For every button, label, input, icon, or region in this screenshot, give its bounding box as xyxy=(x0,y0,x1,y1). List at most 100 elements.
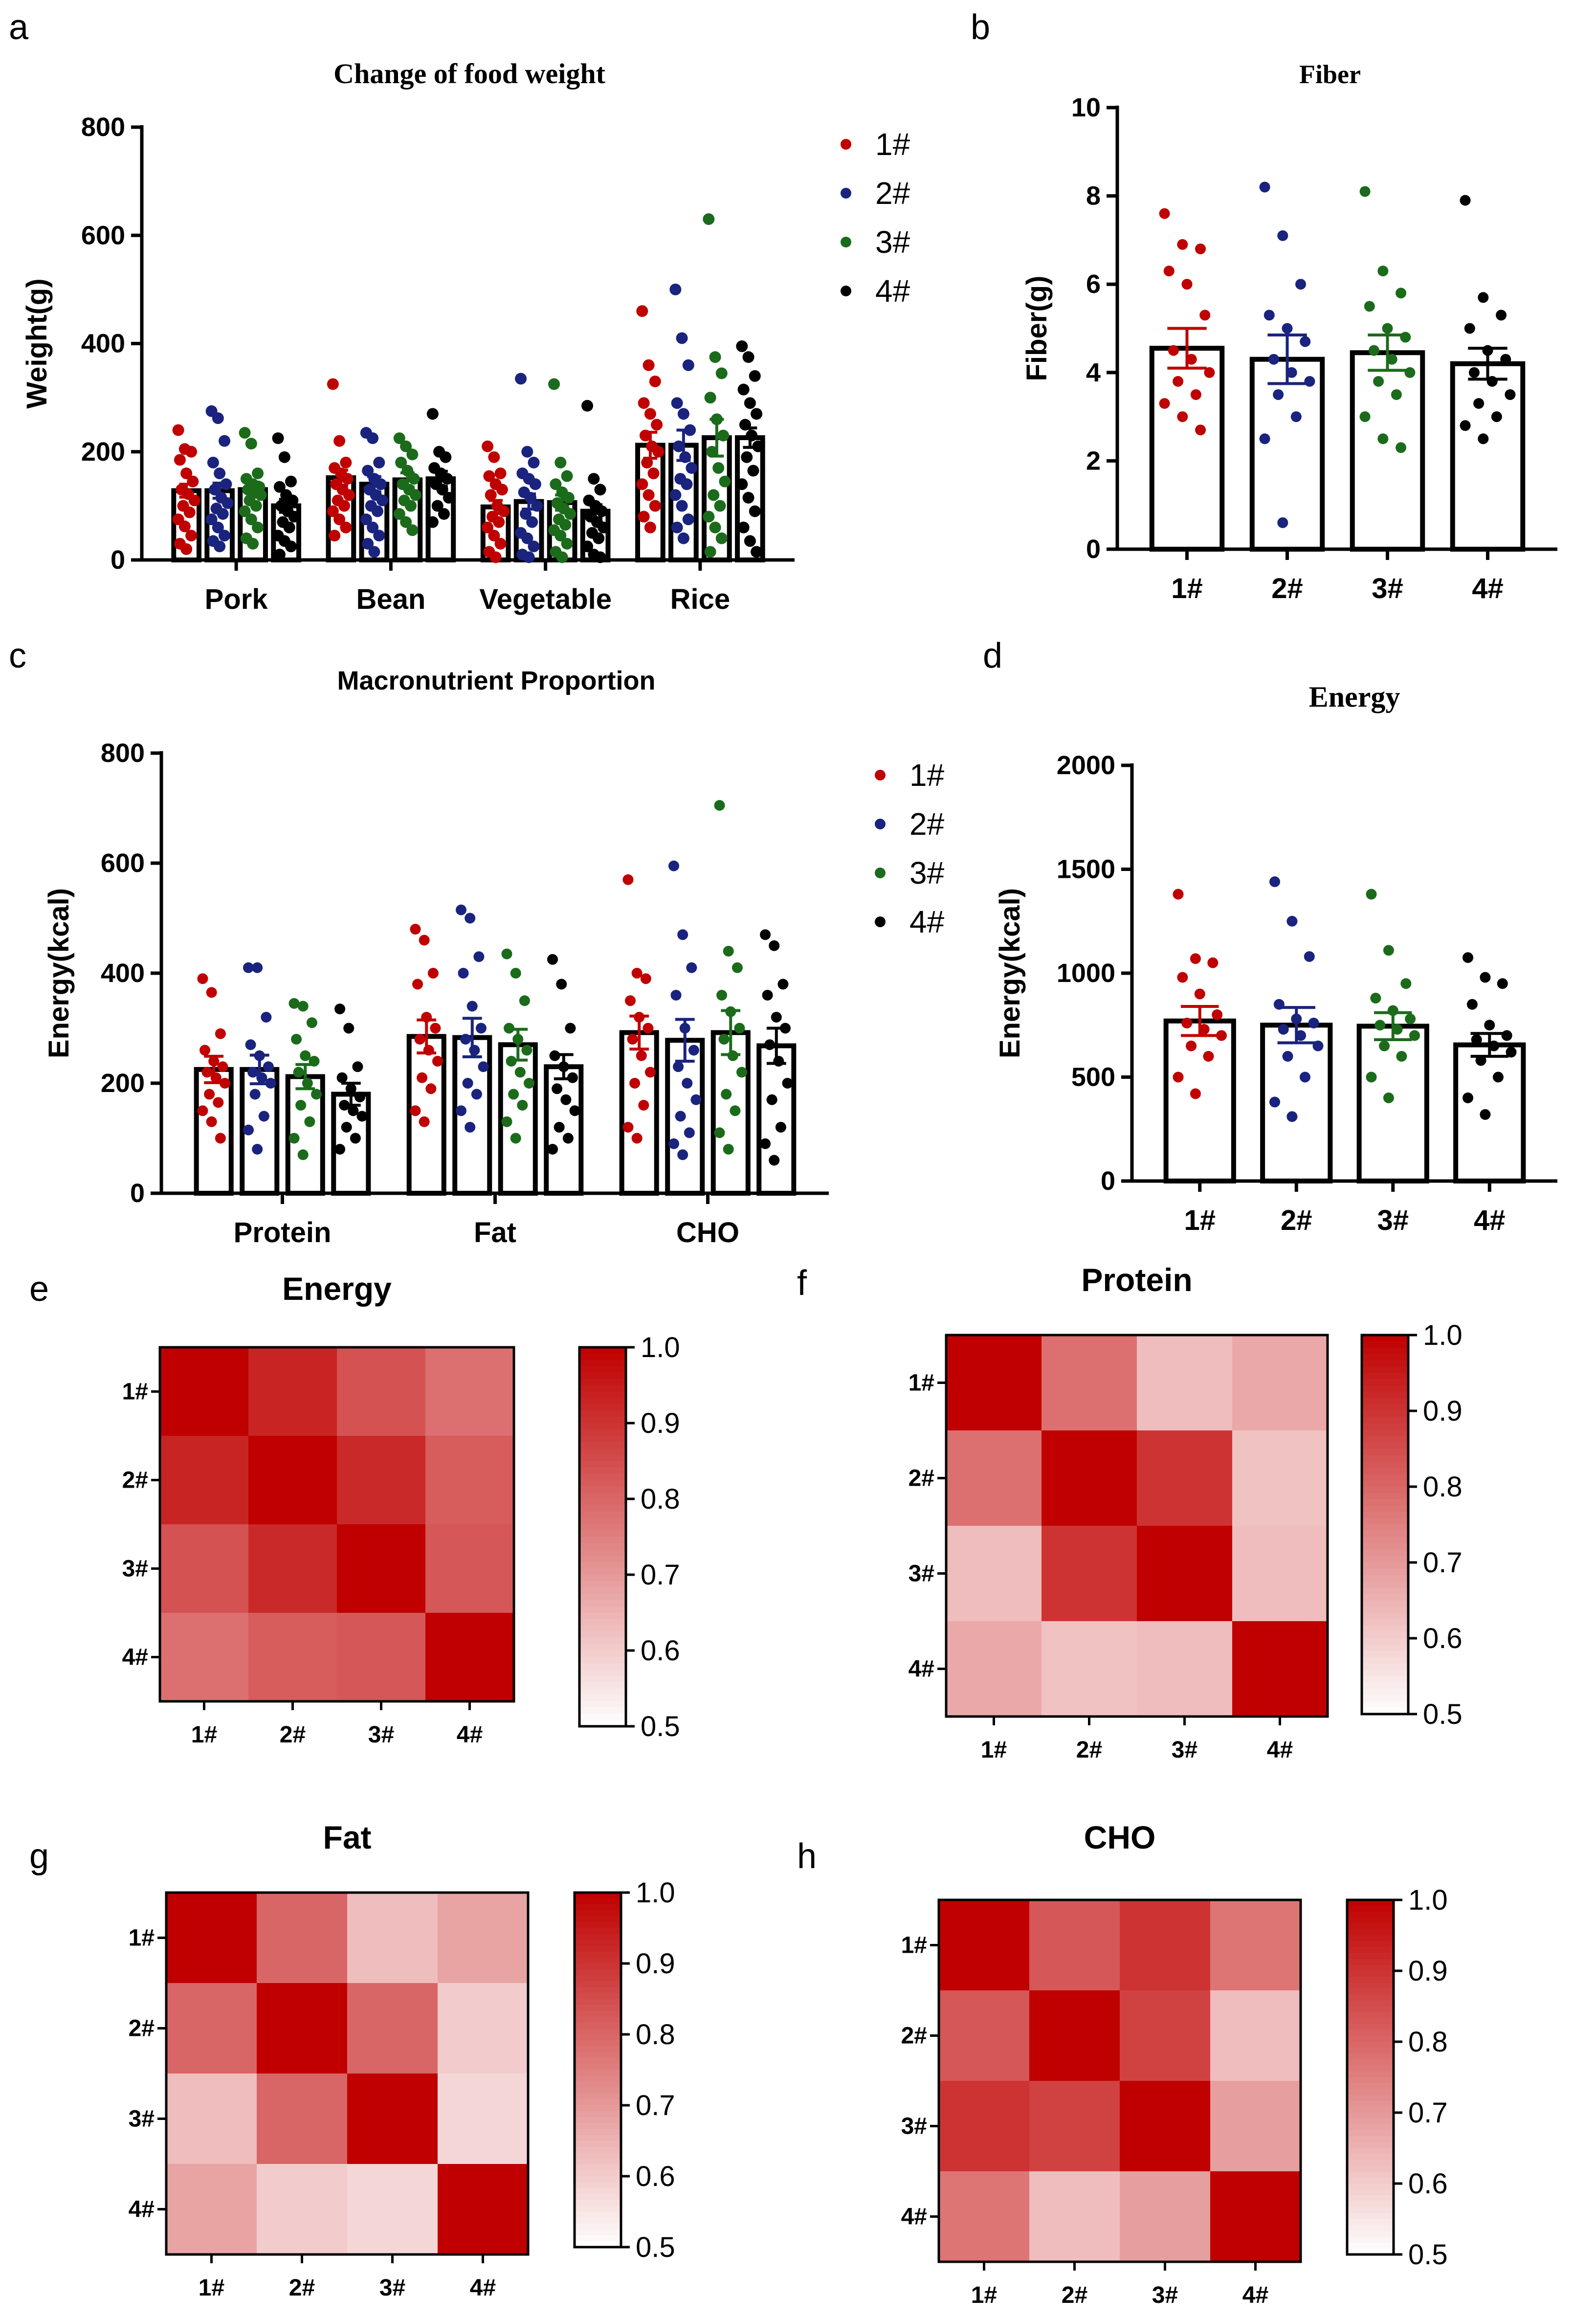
legend-marker xyxy=(875,916,886,927)
data-point xyxy=(1273,389,1284,400)
data-point xyxy=(760,1138,771,1149)
heatmap-cell xyxy=(1232,1335,1328,1431)
colorbar-step xyxy=(575,2070,621,2076)
colorbar-step xyxy=(579,1398,626,1405)
x-tick-label: Protein xyxy=(234,1217,332,1249)
colorbar-step xyxy=(579,1429,626,1436)
data-point xyxy=(295,1100,307,1111)
data-point xyxy=(558,1061,569,1072)
data-point xyxy=(529,478,541,491)
legend-label: 3# xyxy=(875,224,910,260)
row-label: 2# xyxy=(909,1466,934,1492)
colorbar-step xyxy=(1362,1689,1408,1695)
colorbar-step xyxy=(1347,1964,1394,1971)
data-point xyxy=(548,378,560,390)
colorbar-step xyxy=(579,1385,626,1392)
colorbar-step xyxy=(1347,1971,1394,1977)
data-point xyxy=(1163,266,1175,277)
colorbar-step xyxy=(1362,1366,1408,1374)
heatmap-cell xyxy=(166,2074,257,2164)
data-point xyxy=(594,551,606,563)
data-point xyxy=(751,408,763,420)
x-tick-label: Pork xyxy=(205,583,268,615)
colorbar-step xyxy=(579,1714,626,1720)
colorbar-step xyxy=(579,1435,626,1443)
data-point xyxy=(334,1003,346,1015)
heatmap-cell xyxy=(939,2171,1030,2262)
heatmap-frame xyxy=(165,1891,530,2256)
data-point xyxy=(1159,398,1170,409)
data-point xyxy=(744,535,756,547)
heatmap-cell xyxy=(1210,1990,1301,2081)
data-point xyxy=(1400,978,1412,989)
data-point xyxy=(1386,354,1397,365)
colorbar-step xyxy=(579,1669,626,1676)
colorbar-step xyxy=(575,2052,621,2058)
data-point xyxy=(406,448,419,461)
data-point xyxy=(217,508,229,520)
colorbar-label: 0.9 xyxy=(1408,1955,1448,1987)
data-point xyxy=(494,468,507,479)
colorbar-step xyxy=(1362,1632,1408,1639)
colorbar-step xyxy=(579,1511,626,1518)
data-point xyxy=(1373,376,1384,387)
data-point xyxy=(649,500,661,512)
data-point xyxy=(749,370,761,382)
data-point xyxy=(1463,952,1474,963)
row-label: 2# xyxy=(122,1468,148,1494)
data-point xyxy=(1312,1040,1324,1051)
row-label: 4# xyxy=(901,2204,927,2230)
data-point xyxy=(556,551,568,563)
col-label: 4# xyxy=(1242,2282,1268,2308)
colorbar-label: 0.7 xyxy=(1408,2097,1448,2129)
data-point xyxy=(714,500,726,512)
data-point xyxy=(673,1061,684,1072)
data-point xyxy=(263,1061,274,1072)
data-point xyxy=(524,491,536,504)
data-point xyxy=(510,968,521,979)
panel-letter: c xyxy=(9,636,26,675)
colorbar-step xyxy=(1362,1512,1408,1519)
heatmap-cell xyxy=(425,1347,514,1436)
colorbar-step xyxy=(579,1530,626,1538)
data-point xyxy=(373,530,385,542)
data-point xyxy=(684,1127,695,1138)
colorbar-step xyxy=(575,2182,621,2188)
col-label: 1# xyxy=(981,1737,1007,1763)
data-point xyxy=(569,1105,580,1116)
col-label: 1# xyxy=(191,1722,217,1748)
legend-marker xyxy=(841,139,851,150)
data-point xyxy=(1387,1005,1398,1016)
data-point xyxy=(498,505,510,517)
colorbar-step xyxy=(579,1606,626,1613)
col-label: 2# xyxy=(1062,2282,1087,2308)
colorbar-step xyxy=(1362,1587,1408,1595)
data-point xyxy=(1308,1018,1319,1028)
heatmap-cell xyxy=(438,2164,529,2255)
y-tick-label: 0 xyxy=(111,545,125,575)
colorbar-label: 1.0 xyxy=(1408,1884,1448,1916)
data-point xyxy=(747,465,759,477)
data-point xyxy=(360,513,372,526)
colorbar-step xyxy=(1362,1581,1408,1588)
data-point xyxy=(1478,292,1489,303)
y-tick-label: 800 xyxy=(101,738,145,768)
colorbar-step xyxy=(1347,2059,1394,2066)
y-axis-label: Fiber(g) xyxy=(1021,276,1053,381)
data-point xyxy=(245,438,257,450)
data-point xyxy=(215,1133,226,1144)
data-point xyxy=(760,929,771,940)
data-point xyxy=(1295,1030,1307,1041)
data-point xyxy=(523,551,535,563)
data-point xyxy=(493,516,505,528)
data-point xyxy=(749,505,761,517)
colorbar-step xyxy=(1362,1347,1408,1355)
colorbar-step xyxy=(575,1969,621,1976)
data-point xyxy=(769,940,780,951)
colorbar-step xyxy=(579,1493,626,1499)
data-point xyxy=(256,1072,267,1083)
colorbar-step xyxy=(575,1893,621,1899)
colorbar-step xyxy=(1362,1480,1408,1487)
data-point xyxy=(627,1034,638,1045)
data-point xyxy=(528,456,540,468)
